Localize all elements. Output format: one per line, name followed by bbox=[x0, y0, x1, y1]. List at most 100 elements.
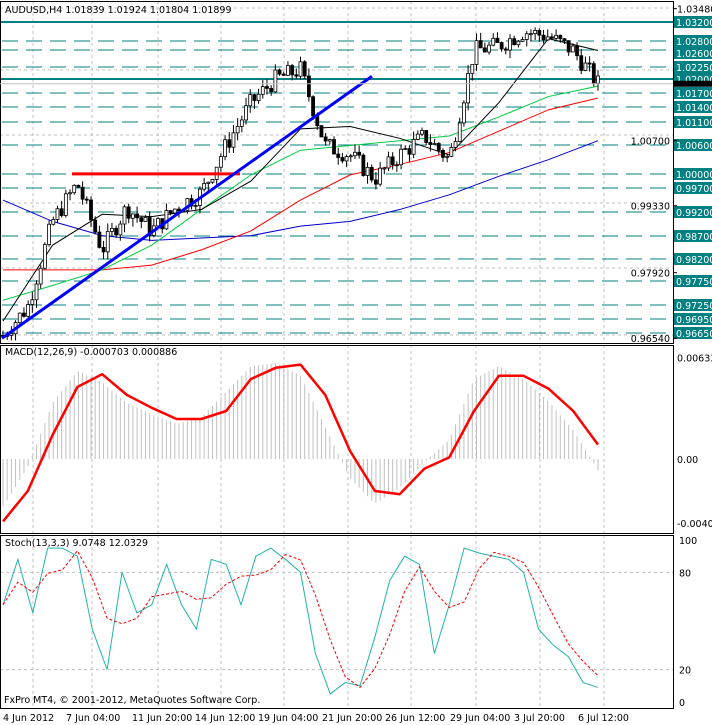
candle-body bbox=[566, 40, 571, 53]
level-label-box bbox=[674, 61, 712, 73]
candle-body bbox=[453, 141, 458, 148]
level-label: 0.99200 bbox=[676, 208, 712, 219]
level-label-box bbox=[674, 116, 712, 128]
candle-body bbox=[503, 48, 508, 51]
candle-body bbox=[227, 139, 232, 148]
candle-body bbox=[520, 39, 525, 42]
pane-frame bbox=[0, 345, 674, 534]
level-label: 0.99700 bbox=[676, 184, 712, 195]
ma-line-blue bbox=[2, 140, 599, 241]
candle-body bbox=[156, 218, 160, 227]
candle-body bbox=[135, 213, 139, 219]
candle-body bbox=[68, 192, 72, 195]
candle-body bbox=[353, 151, 357, 157]
level-label-box bbox=[674, 206, 712, 218]
candle-body bbox=[89, 199, 93, 221]
candle-body bbox=[273, 69, 278, 93]
macd-signal-line bbox=[2, 363, 600, 523]
candle-body bbox=[457, 122, 462, 142]
candle-body bbox=[223, 139, 227, 158]
candle-body bbox=[193, 205, 198, 207]
current-price-marker bbox=[674, 80, 712, 87]
candle-body bbox=[122, 206, 127, 225]
level-label: 1.02250 bbox=[676, 63, 712, 74]
candle-body bbox=[415, 133, 420, 140]
candle-body bbox=[47, 223, 51, 246]
candle-body bbox=[441, 149, 445, 158]
level-label-box bbox=[674, 299, 712, 311]
candle-body bbox=[529, 33, 533, 36]
candle-body bbox=[516, 40, 521, 46]
ma-line-green bbox=[2, 85, 599, 301]
candle-body bbox=[466, 72, 471, 104]
trend-line bbox=[1, 75, 373, 340]
level-label: 0.97750 bbox=[676, 277, 712, 288]
candle-body bbox=[508, 38, 512, 51]
candle-body bbox=[118, 223, 123, 236]
candle-body bbox=[218, 156, 223, 168]
candle-body bbox=[541, 34, 546, 41]
candle-body bbox=[424, 130, 429, 143]
candle-body bbox=[26, 304, 31, 317]
x-tick-label: 7 Jun 04:00 bbox=[66, 713, 120, 724]
x-tick-label: 26 Jun 12:00 bbox=[385, 713, 445, 724]
stoch-signal-line bbox=[2, 549, 599, 689]
candle-body bbox=[550, 36, 554, 39]
level-label: 0.96950 bbox=[676, 315, 712, 326]
candle-body bbox=[369, 167, 374, 181]
level-label-box bbox=[674, 275, 712, 287]
copyright-text: FxPro MT4, © 2001-2012, MetaQuotes Softw… bbox=[4, 695, 260, 706]
candle-body bbox=[277, 69, 282, 75]
level-label-box bbox=[674, 253, 712, 265]
candle-body bbox=[323, 136, 328, 142]
candle-body bbox=[9, 333, 14, 336]
candle-body bbox=[348, 155, 353, 158]
candle-body bbox=[298, 61, 303, 77]
candle-body bbox=[22, 312, 26, 317]
candle-body bbox=[55, 208, 60, 220]
candle-body bbox=[235, 125, 240, 134]
macd-pane bbox=[2, 363, 600, 523]
candle-body bbox=[558, 34, 563, 40]
candle-body bbox=[495, 37, 500, 43]
candle-body bbox=[256, 93, 261, 101]
candle-body bbox=[105, 230, 110, 253]
candle-body bbox=[302, 61, 307, 77]
level-label-box bbox=[674, 47, 712, 59]
candle-body bbox=[206, 181, 211, 184]
candle-body bbox=[34, 283, 39, 301]
x-tick-label: 19 Jun 04:00 bbox=[258, 713, 318, 724]
candle-body bbox=[84, 198, 89, 201]
stoch-title: Stoch(13,3,3) 9.0748 12.0329 bbox=[5, 538, 148, 549]
level-label: 0.98200 bbox=[676, 255, 712, 266]
candle-body bbox=[374, 179, 378, 185]
y-tick-label: 0.97920 bbox=[631, 269, 670, 280]
macd-tick-label: 0.00 bbox=[677, 455, 698, 466]
candle-body bbox=[311, 96, 315, 117]
macd-title: MACD(12,26,9) -0.000703 0.000886 bbox=[5, 347, 177, 358]
candle-body bbox=[248, 94, 253, 107]
candle-body bbox=[365, 167, 370, 176]
candle-body bbox=[177, 208, 181, 212]
drawn-objects[interactable] bbox=[1, 75, 373, 340]
candle-body bbox=[76, 184, 81, 188]
level-label: 1.02600 bbox=[676, 49, 712, 60]
candle-body bbox=[432, 143, 437, 145]
x-tick-label: 21 Jun 20:00 bbox=[322, 713, 382, 724]
stoch-tick-label: 0 bbox=[679, 698, 685, 709]
stoch-pane bbox=[2, 547, 599, 695]
symbol-label: AUDUSD,H4 bbox=[5, 5, 62, 16]
pane-frame bbox=[0, 1, 674, 344]
candle-body bbox=[43, 244, 47, 269]
candle-body bbox=[361, 154, 366, 176]
y-tick-label: 1.00700 bbox=[631, 137, 670, 148]
candle-body bbox=[554, 34, 558, 39]
price-levels bbox=[0, 21, 673, 334]
level-label-box bbox=[674, 182, 712, 194]
x-tick-label: 3 Jul 20:00 bbox=[514, 713, 565, 724]
pane-frame bbox=[0, 535, 674, 709]
